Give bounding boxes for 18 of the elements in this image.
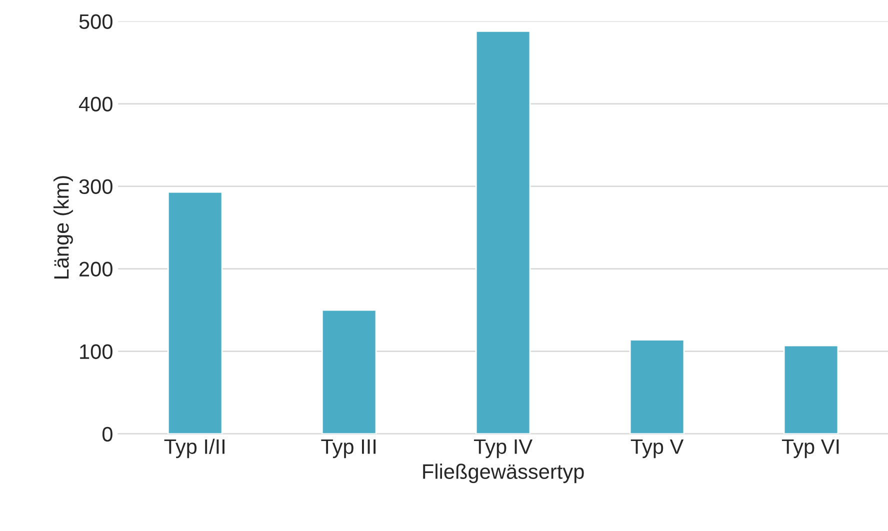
y-tick-label: 100 xyxy=(80,344,112,360)
x-tick-label: Typ I/II xyxy=(164,438,224,458)
y-tick-label: 500 xyxy=(79,14,112,29)
bar xyxy=(321,309,377,434)
y-tick-label: 200 xyxy=(80,262,112,277)
bar xyxy=(167,191,223,434)
y-tick-label: 300 xyxy=(79,179,112,194)
y-tick-label: 400 xyxy=(78,96,112,112)
x-tick-label: Typ V xyxy=(630,439,684,458)
x-tick-label: Typ III xyxy=(321,439,376,458)
x-tick-label: Typ VI xyxy=(782,439,839,458)
x-axis-title: Fließgewässertyp xyxy=(423,464,584,484)
y-tick-label: 0 xyxy=(102,426,112,442)
bar xyxy=(475,30,531,434)
x-tick-label: Typ IV xyxy=(474,439,532,458)
bar xyxy=(629,339,685,434)
bar xyxy=(783,344,839,434)
y-axis-title: Länge (km) xyxy=(54,176,73,279)
